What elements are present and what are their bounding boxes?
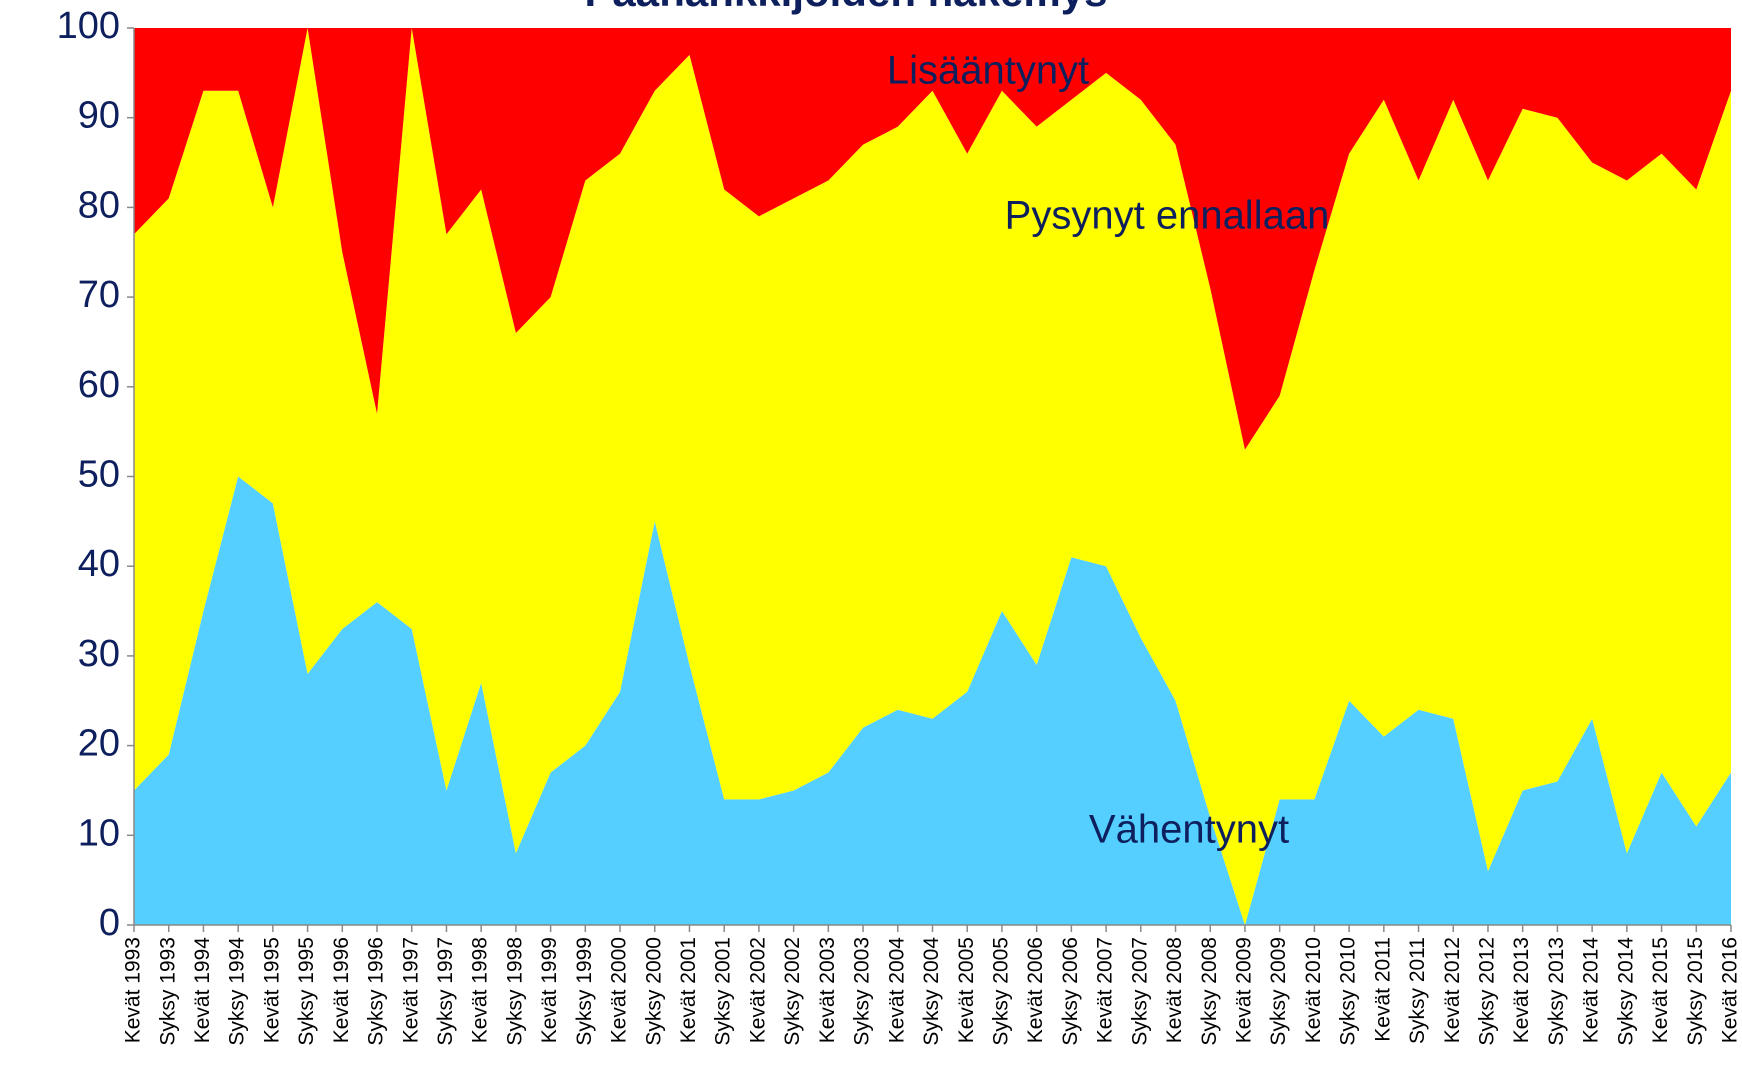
x-tick-label: Syksy 1995 — [295, 937, 318, 1046]
x-tick-label: Kevät 1994 — [191, 937, 214, 1044]
x-tick-label: Kevät 2012 — [1441, 937, 1464, 1043]
x-tick-label: Syksy 2007 — [1128, 937, 1151, 1046]
chart-title: Päähankkijoiden näkemys — [585, 0, 1108, 15]
x-tick-label: Kevät 2008 — [1163, 937, 1186, 1043]
y-tick-label: 10 — [78, 812, 120, 854]
x-tick-label: Kevät 2014 — [1580, 937, 1603, 1044]
x-tick-label: Syksy 2005 — [989, 937, 1012, 1046]
x-tick-label: Kevät 2007 — [1094, 937, 1117, 1043]
x-tick-label: Kevät 1999 — [538, 937, 561, 1043]
area — [134, 28, 1731, 450]
x-tick-label: Kevät 2005 — [955, 937, 978, 1043]
y-tick-label: 50 — [78, 454, 120, 496]
y-tick-label: 100 — [57, 5, 120, 47]
x-tick-label: Syksy 1999 — [573, 937, 596, 1046]
x-tick-label: Kevät 1995 — [260, 937, 283, 1043]
x-tick-label: Kevät 1993 — [122, 937, 145, 1043]
x-tick-label: Syksy 1994 — [226, 937, 249, 1046]
x-tick-label: Syksy 2009 — [1267, 937, 1290, 1046]
y-tick-label: 20 — [78, 723, 120, 765]
x-tick-label: Syksy 2014 — [1614, 937, 1637, 1046]
x-tick-label: Syksy 2001 — [712, 937, 735, 1046]
x-tick-label: Syksy 2011 — [1406, 937, 1429, 1044]
y-tick-label: 0 — [99, 902, 120, 944]
x-tick-label: Kevät 2003 — [816, 937, 839, 1043]
x-tick-label: Syksy 2013 — [1545, 937, 1568, 1046]
x-tick-label: Syksy 1996 — [365, 937, 388, 1046]
x-tick-label: Syksy 2004 — [920, 937, 943, 1046]
y-tick-label: 70 — [78, 274, 120, 316]
x-tick-label: Syksy 2015 — [1684, 937, 1707, 1046]
x-tick-label: Kevät 2001 — [677, 937, 700, 1043]
series-label: Pysynyt ennallaan — [1005, 194, 1330, 238]
x-tick-label: Syksy 1998 — [503, 937, 526, 1046]
x-tick-label: Kevät 2006 — [1024, 937, 1047, 1043]
x-tick-label: Kevät 2010 — [1302, 937, 1325, 1043]
x-tick-label: Syksy 1997 — [434, 937, 457, 1046]
y-tick-label: 80 — [78, 184, 120, 226]
x-tick-label: Kevät 2011 — [1371, 937, 1394, 1042]
y-tick-label: 40 — [78, 543, 120, 585]
area — [134, 28, 1731, 925]
x-tick-label: Syksy 2010 — [1337, 937, 1360, 1046]
x-tick-label: Kevät 2000 — [608, 937, 631, 1043]
y-tick-label: 90 — [78, 95, 120, 137]
x-tick-label: Kevät 2016 — [1719, 937, 1742, 1043]
x-tick-label: Syksy 2006 — [1059, 937, 1082, 1046]
x-tick-label: Syksy 2000 — [642, 937, 665, 1046]
series-label: Vähentynyt — [1089, 808, 1289, 852]
x-tick-label: Kevät 2013 — [1510, 937, 1533, 1043]
x-tick-label: Syksy 2003 — [851, 937, 874, 1046]
x-tick-label: Kevät 1998 — [469, 937, 492, 1043]
series-label: Lisääntynyt — [887, 49, 1089, 93]
x-tick-label: Kevät 2015 — [1649, 937, 1672, 1043]
y-tick-label: 60 — [78, 364, 120, 406]
x-tick-label: Kevät 1996 — [330, 937, 353, 1043]
y-tick-label: 30 — [78, 633, 120, 675]
x-tick-label: Syksy 2002 — [781, 937, 804, 1046]
x-tick-label: Kevät 1997 — [399, 937, 422, 1043]
x-tick-label: Syksy 1993 — [156, 937, 179, 1046]
x-tick-label: Kevät 2002 — [746, 937, 769, 1043]
x-tick-label: Kevät 2004 — [885, 937, 908, 1044]
x-tick-label: Syksy 2008 — [1198, 937, 1221, 1046]
x-tick-label: Syksy 2012 — [1476, 937, 1499, 1046]
x-tick-label: Kevät 2009 — [1233, 937, 1256, 1043]
